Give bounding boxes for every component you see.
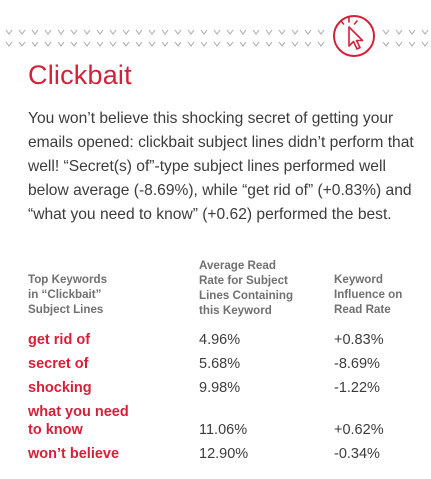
zigzag-mark	[317, 41, 325, 47]
zigzag-mark	[174, 41, 182, 47]
zigzag-mark	[5, 41, 13, 47]
zigzag-mark	[226, 41, 234, 47]
zigzag-mark	[200, 41, 208, 47]
zigzag-mark	[174, 29, 182, 35]
zigzag-mark	[213, 29, 221, 35]
zigzag-mark	[278, 41, 286, 47]
zigzag-mark	[200, 29, 208, 35]
zigzag-mark	[291, 41, 299, 47]
intro-paragraph: You won’t believe this shocking secret o…	[28, 110, 414, 223]
zigzag-mark	[44, 41, 52, 47]
zigzag-mark	[31, 41, 39, 47]
zigzag-divider	[5, 15, 429, 57]
zigzag-mark	[18, 41, 26, 47]
zigzag-mark	[265, 41, 273, 47]
table-row-keyword: won’t believe	[28, 446, 120, 462]
table-row-avg: 9.98%	[199, 380, 241, 396]
header-keyword-influence: Keyword Influence on Read Rate	[334, 273, 403, 316]
table-row-keyword: what you need to know	[28, 404, 129, 438]
zigzag-mark	[395, 41, 403, 47]
zigzag-mark	[96, 41, 104, 47]
zigzag-mark	[395, 29, 403, 35]
zigzag-mark	[239, 29, 247, 35]
zigzag-mark	[83, 41, 91, 47]
zigzag-mark	[122, 41, 130, 47]
zigzag-mark	[44, 29, 52, 35]
zigzag-mark	[57, 29, 65, 35]
table-row-influence: +0.83%	[334, 332, 384, 348]
zigzag-mark	[304, 29, 312, 35]
zigzag-mark	[291, 29, 299, 35]
zigzag-mark	[408, 41, 416, 47]
cursor-click-icon	[333, 15, 375, 57]
zigzag-mark	[161, 29, 169, 35]
table-row-avg: 4.96%	[199, 332, 241, 348]
header-top-keywords: Top Keywords in “Clickbait” Subject Line…	[28, 273, 108, 316]
zigzag-mark	[239, 41, 247, 47]
zigzag-mark	[382, 29, 390, 35]
table-row-keyword: secret of	[28, 356, 89, 372]
zigzag-mark	[161, 41, 169, 47]
table-row-avg: 11.06%	[199, 422, 248, 438]
table-row-avg: 12.90%	[199, 446, 249, 462]
table-row-influence: -0.34%	[334, 446, 380, 462]
zigzag-mark	[5, 29, 13, 35]
header-average-read-rate: Average Read Rate for Subject Lines Cont…	[199, 259, 294, 317]
zigzag-mark	[70, 41, 78, 47]
zigzag-mark	[187, 41, 195, 47]
table-row-keyword: shocking	[28, 380, 92, 396]
zigzag-mark	[122, 29, 130, 35]
table-row-influence: -8.69%	[334, 356, 380, 372]
zigzag-mark	[148, 29, 156, 35]
zigzag-mark	[382, 41, 390, 47]
zigzag-mark	[317, 29, 325, 35]
zigzag-mark	[421, 29, 429, 35]
zigzag-mark	[421, 41, 429, 47]
zigzag-mark	[83, 29, 91, 35]
zigzag-mark	[135, 41, 143, 47]
zigzag-mark	[265, 29, 273, 35]
zigzag-mark	[187, 29, 195, 35]
zigzag-mark	[252, 29, 260, 35]
page-title: Clickbait	[28, 60, 132, 90]
table-row-influence: +0.62%	[334, 422, 384, 438]
zigzag-mark	[304, 41, 312, 47]
zigzag-mark	[278, 29, 286, 35]
zigzag-mark	[18, 29, 26, 35]
table-row-influence: -1.22%	[334, 380, 380, 396]
zigzag-mark	[70, 29, 78, 35]
zigzag-mark	[408, 29, 416, 35]
zigzag-mark	[213, 41, 221, 47]
table-row-avg: 5.68%	[199, 356, 241, 372]
table-row-keyword: get rid of	[28, 332, 91, 348]
zigzag-mark	[109, 29, 117, 35]
zigzag-mark	[109, 41, 117, 47]
zigzag-mark	[252, 41, 260, 47]
zigzag-mark	[96, 29, 104, 35]
zigzag-mark	[57, 41, 65, 47]
zigzag-mark	[148, 41, 156, 47]
zigzag-mark	[31, 29, 39, 35]
zigzag-mark	[135, 29, 143, 35]
zigzag-mark	[226, 29, 234, 35]
